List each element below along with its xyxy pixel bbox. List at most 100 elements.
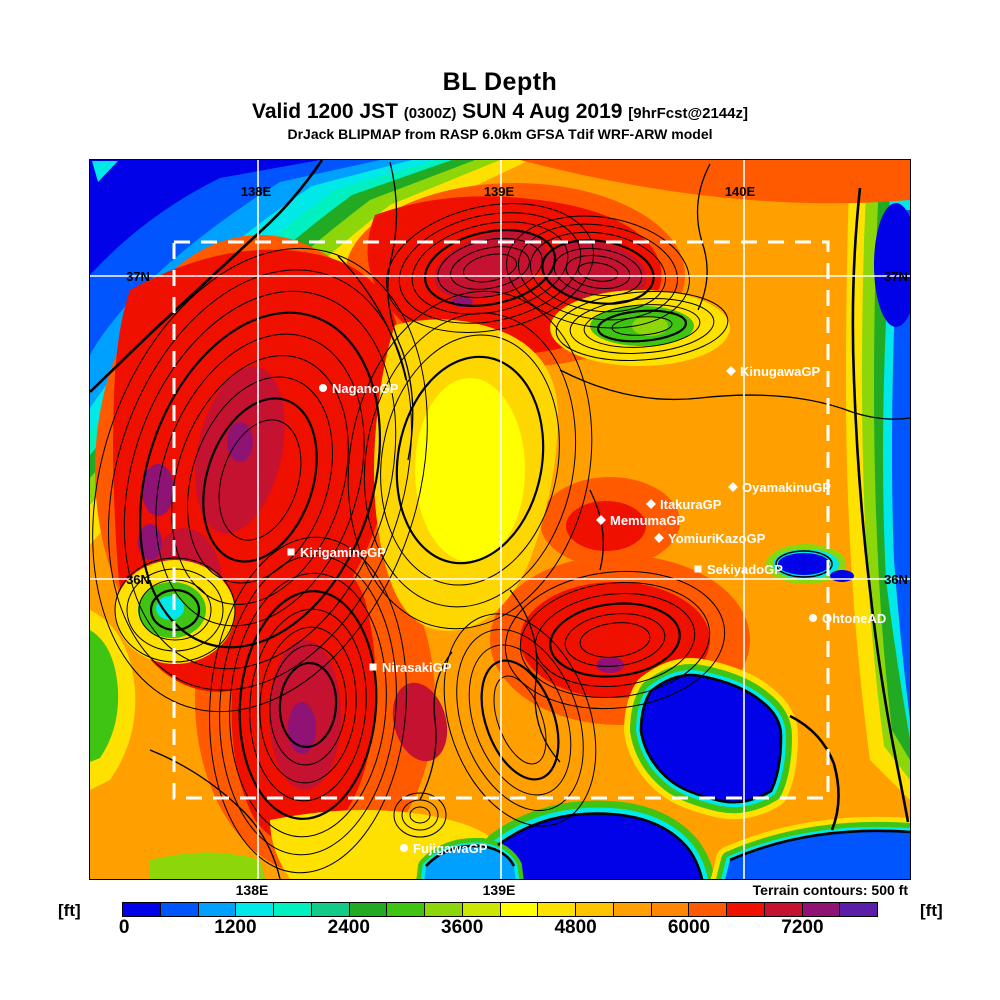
valid-time: Valid 1200 JST — [252, 100, 398, 123]
coastlines — [90, 160, 910, 879]
terrain-contour-line — [468, 644, 572, 796]
terrain-contour-line — [347, 290, 593, 630]
colorbar-segment — [461, 903, 500, 916]
colorbar-unit-right: [ft] — [920, 901, 943, 920]
colorbar-segment — [159, 903, 198, 916]
terrain-contour-line — [569, 298, 715, 354]
gridlines — [90, 160, 910, 879]
grid-label-139e-top: 139E — [484, 184, 515, 199]
terrain-contour-line — [583, 304, 701, 348]
terrain-contour-line — [443, 613, 597, 827]
terrain-contour-line — [238, 590, 378, 820]
site-label: ItakuraGP — [660, 497, 722, 512]
colorbar-segment — [235, 903, 273, 916]
terrain-contour-line — [423, 229, 557, 307]
terrain-contour-line — [393, 792, 447, 838]
site-marker — [596, 515, 606, 525]
terrain-contour-line — [409, 806, 431, 824]
model-domain-box — [172, 240, 830, 800]
terrain-contour-line — [209, 536, 407, 874]
terrain-contour-line — [564, 613, 666, 667]
terrain-contour-line — [553, 247, 643, 297]
colorbar-segment — [499, 903, 538, 916]
terrain-contour-line — [411, 221, 569, 315]
terrain-contour-line — [259, 626, 357, 784]
site-marker — [728, 482, 738, 492]
terrain-contour-line — [187, 376, 333, 584]
colorbar-tick-label: 3600 — [441, 917, 484, 938]
site-marker — [400, 844, 408, 852]
terrain-contour-line — [462, 253, 518, 283]
terrain-contour-line — [363, 312, 577, 608]
terrain-contour-line — [219, 554, 397, 856]
site-label: OhtoneAD — [822, 611, 886, 626]
site-marker — [319, 384, 327, 392]
site-marker — [369, 663, 377, 671]
terrain-contour-line — [596, 309, 688, 343]
terrain-contour-line — [579, 622, 651, 658]
site-label: NirasakiGP — [382, 660, 452, 675]
colorbar-segment — [348, 903, 387, 916]
valid-time-line: Valid 1200 JST (0300Z) SUN 4 Aug 2019 [9… — [0, 100, 1000, 124]
terrain-contour-line — [155, 333, 365, 627]
axis-label-139e: 139E — [482, 882, 516, 898]
grid-labels: 138E 139E 140E 37N 37N 36N 36N — [126, 184, 908, 587]
site-marker — [694, 565, 702, 573]
terrain-contour-line — [108, 269, 412, 691]
terrain-contour-line — [493, 675, 547, 765]
colorbar-tick-label: 1200 — [214, 917, 257, 938]
terrain-contour-line — [395, 355, 545, 565]
site-label: MemumaGP — [610, 513, 685, 528]
colorbar-segment — [424, 903, 462, 916]
terrain-contour-squiggles — [149, 161, 910, 879]
colorbar-tick-label: 2400 — [327, 917, 370, 938]
site-label: NaganoGP — [332, 381, 399, 396]
terrain-contour-line — [269, 644, 347, 766]
colorbar-segment — [839, 903, 877, 916]
header: BL Depth Valid 1200 JST (0300Z) SUN 4 Au… — [0, 68, 1000, 142]
colorbar-segment — [612, 903, 651, 916]
colorbar-tick-label: 7200 — [781, 917, 824, 938]
terrain-contour-line — [555, 291, 729, 361]
terrain-contour-line — [278, 661, 338, 749]
terrain-contour-line — [480, 659, 560, 781]
grid-label-37n-left: 37N — [126, 269, 150, 284]
terrain-contour-line — [380, 334, 560, 586]
site-marker — [726, 366, 736, 376]
bl-depth-map: 138E 139E 140E 37N 37N 36N 36N NaganoGP K… — [90, 160, 910, 879]
site-markers-layer: NaganoGP KinugawaGP OyamakinuGP ItakuraGPMe… — [287, 364, 886, 856]
colorbar-segment — [726, 903, 764, 916]
site-label: SekiyadoGP — [707, 562, 783, 577]
site-label: FujigawaGP — [413, 841, 488, 856]
terrain-contour-line — [249, 608, 367, 802]
colorbar-segment — [763, 903, 802, 916]
colorbar-segment — [650, 903, 689, 916]
bl-depth-field — [90, 160, 910, 879]
grid-label-37n-right: 37N — [884, 269, 908, 284]
site-label: OyamakinuGP — [742, 480, 831, 495]
valid-time-utc: (0300Z) — [403, 105, 457, 122]
colorbar-tick-label: 6000 — [667, 917, 711, 938]
model-info-line: DrJack BLIPMAP from RASP 6.0km GFSA Tdif… — [287, 126, 713, 142]
terrain-contour-line — [504, 570, 726, 710]
valid-date: SUN 4 Aug 2019 — [462, 100, 623, 123]
colorbar-segment — [801, 903, 840, 916]
terrain-contour-line — [171, 355, 349, 605]
terrain-contour-line — [229, 572, 387, 838]
colorbar — [122, 902, 878, 917]
colorbar-segment — [310, 903, 349, 916]
terrain-contour-note: Terrain contours: 500 ft — [752, 882, 908, 898]
site-marker — [654, 533, 664, 543]
terrain-contour-line — [123, 290, 397, 670]
colorbar-segment — [575, 903, 613, 916]
terrain-contour-line — [541, 239, 655, 305]
grid-label-140e-top: 140E — [725, 184, 756, 199]
colorbar-segment — [688, 903, 726, 916]
colorbar-tick-label: 4800 — [554, 917, 597, 938]
site-marker — [287, 548, 295, 556]
colorbar-segment — [197, 903, 236, 916]
colorbar-unit-left: [ft] — [58, 901, 81, 920]
site-label: KirigamineGP — [300, 545, 386, 560]
plot-title: BL Depth — [442, 68, 558, 96]
site-label: KinugawaGP — [740, 364, 821, 379]
